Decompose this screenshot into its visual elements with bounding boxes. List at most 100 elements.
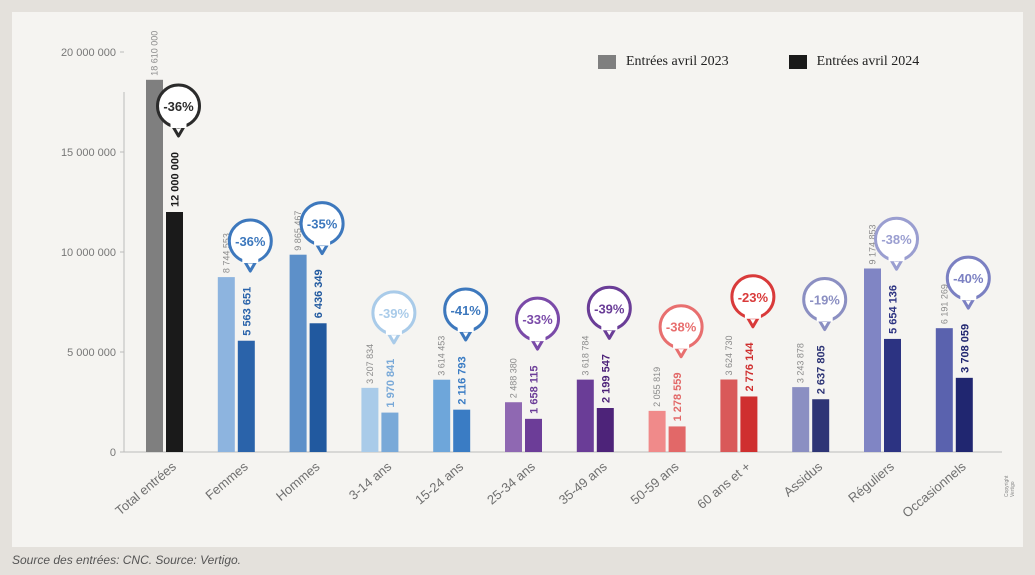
change-bubble: -35% [299, 201, 345, 256]
change-label: -19% [810, 293, 841, 308]
value-label-2023: 2 488 380 [509, 358, 519, 398]
change-label: -33% [522, 312, 553, 327]
bubble-joint [888, 253, 905, 262]
bubble-joint [744, 310, 761, 319]
value-label-2023: 2 055 819 [652, 367, 662, 407]
bubble-joint [242, 255, 259, 264]
bar-2024 [453, 409, 471, 452]
change-bubble: -38% [658, 304, 704, 359]
legend-swatch-2024 [788, 55, 807, 69]
value-label-2024: 1 278 559 [672, 372, 684, 421]
change-bubble: -33% [515, 296, 560, 351]
legend: Entrées avril 2023 Entrées avril 2024 [598, 52, 979, 72]
value-label-2023: 3 614 453 [437, 336, 447, 376]
value-label-2023: 3 618 784 [580, 336, 590, 376]
value-label-2024: 5 654 136 [888, 285, 900, 334]
legend-label-2024: Entrées avril 2024 [816, 54, 920, 69]
bar-2024 [381, 412, 399, 452]
value-label-2023: 9 865 467 [293, 211, 303, 251]
value-label-2024: 2 199 547 [600, 354, 612, 403]
change-label: -38% [666, 320, 697, 335]
bar-2023 [361, 387, 379, 452]
bar-2024 [884, 338, 901, 452]
value-label-2023: 3 207 834 [365, 344, 375, 384]
bar-2024 [525, 418, 542, 452]
category-label: 35-49 ans [556, 458, 610, 507]
category-label: 3-14 ans [346, 458, 395, 502]
change-label: -40% [953, 271, 984, 286]
value-label-2023: 18 610 000 [150, 31, 160, 76]
y-tick-label: 5 000 000 [67, 347, 116, 359]
bubble-joint [457, 323, 474, 332]
change-bubble: -19% [802, 277, 848, 332]
value-label-2024: 3 708 059 [959, 324, 971, 373]
chart-card: 0 5 000 000 10 000 000 15 000 000 20 000 000… [12, 12, 1023, 547]
value-label-2024: 12 000 000 [170, 152, 182, 207]
change-label: -36% [163, 99, 194, 114]
value-label-2023: 3 243 878 [796, 343, 806, 383]
bar-2024 [309, 323, 327, 452]
bubble-joint [816, 313, 833, 322]
bubble-joint [601, 322, 618, 331]
change-label: -36% [235, 234, 266, 249]
change-label: -35% [307, 217, 338, 232]
y-tick-label: 0 [110, 447, 116, 459]
bar-2023 [289, 254, 307, 452]
bubble-joint [960, 292, 977, 301]
change-label: -39% [379, 306, 410, 321]
change-label: -39% [594, 301, 625, 316]
bar-2024 [237, 340, 255, 452]
bar-2023 [505, 402, 522, 452]
value-label-2024: 2 776 144 [744, 342, 756, 392]
bar-2023 [864, 268, 881, 452]
legend-swatch-2023 [598, 55, 616, 69]
value-label-2023: 8 744 553 [221, 233, 231, 273]
bar-2024 [740, 396, 758, 452]
value-label-2023: 6 191 269 [939, 284, 949, 324]
category-label: 60 ans et + [694, 459, 753, 512]
y-tick-label: 20 000 000 [61, 47, 116, 59]
category-label: Hommes [273, 458, 323, 503]
change-bubble: -39% [371, 290, 417, 345]
bar-chart: 0 5 000 000 10 000 000 15 000 000 20 000 000… [61, 31, 1002, 520]
change-bubble: -40% [945, 255, 991, 310]
value-label-2024: 1 658 115 [529, 365, 541, 413]
change-bubble: -39% [586, 285, 632, 340]
change-label: -23% [738, 290, 769, 305]
bar-2024 [955, 377, 973, 452]
change-bubble: -36% [156, 83, 201, 138]
bubble-joint [673, 340, 690, 349]
value-label-2024: 2 116 793 [457, 356, 469, 404]
change-label: -38% [881, 232, 912, 247]
bar-2023 [146, 79, 163, 453]
bubble-joint [314, 237, 331, 246]
source-note: Source des entrées: CNC. Source: Vertigo… [12, 553, 241, 567]
legend-label-2023: Entrées avril 2023 [626, 54, 729, 69]
category-label: Réguliers [845, 458, 897, 505]
bar-2024 [596, 408, 614, 452]
legend-item-2023: Entrées avril 2023 [598, 54, 729, 70]
category-label: Occasionnels [899, 458, 969, 520]
value-label-2024: 2 637 805 [816, 345, 828, 394]
category-label: Total entrées [112, 458, 179, 518]
legend-item-2024: Entrées avril 2024 [788, 54, 920, 70]
value-label-2024: 6 436 349 [313, 269, 325, 318]
bar-2023 [720, 379, 738, 452]
copyright-note: Copyright Vertigo [1004, 475, 1016, 497]
y-tick-label: 15 000 000 [61, 147, 116, 159]
change-bubble: -41% [443, 287, 489, 342]
bubble-joint [529, 333, 546, 342]
change-bubble: -38% [874, 216, 919, 271]
bar-2023 [792, 387, 810, 452]
bar-2024 [812, 399, 830, 452]
bubble-joint [385, 326, 402, 335]
value-label-2024: 5 563 651 [241, 287, 253, 336]
y-tick-label: 10 000 000 [61, 247, 116, 259]
bar-2024 [166, 212, 183, 452]
change-bubble: -36% [227, 218, 273, 273]
value-label-2024: 1 970 841 [385, 359, 397, 408]
bar-2023 [576, 379, 594, 452]
bubble-joint [170, 120, 187, 128]
value-label-2023: 9 174 853 [868, 224, 878, 264]
bar-2024 [668, 426, 686, 452]
